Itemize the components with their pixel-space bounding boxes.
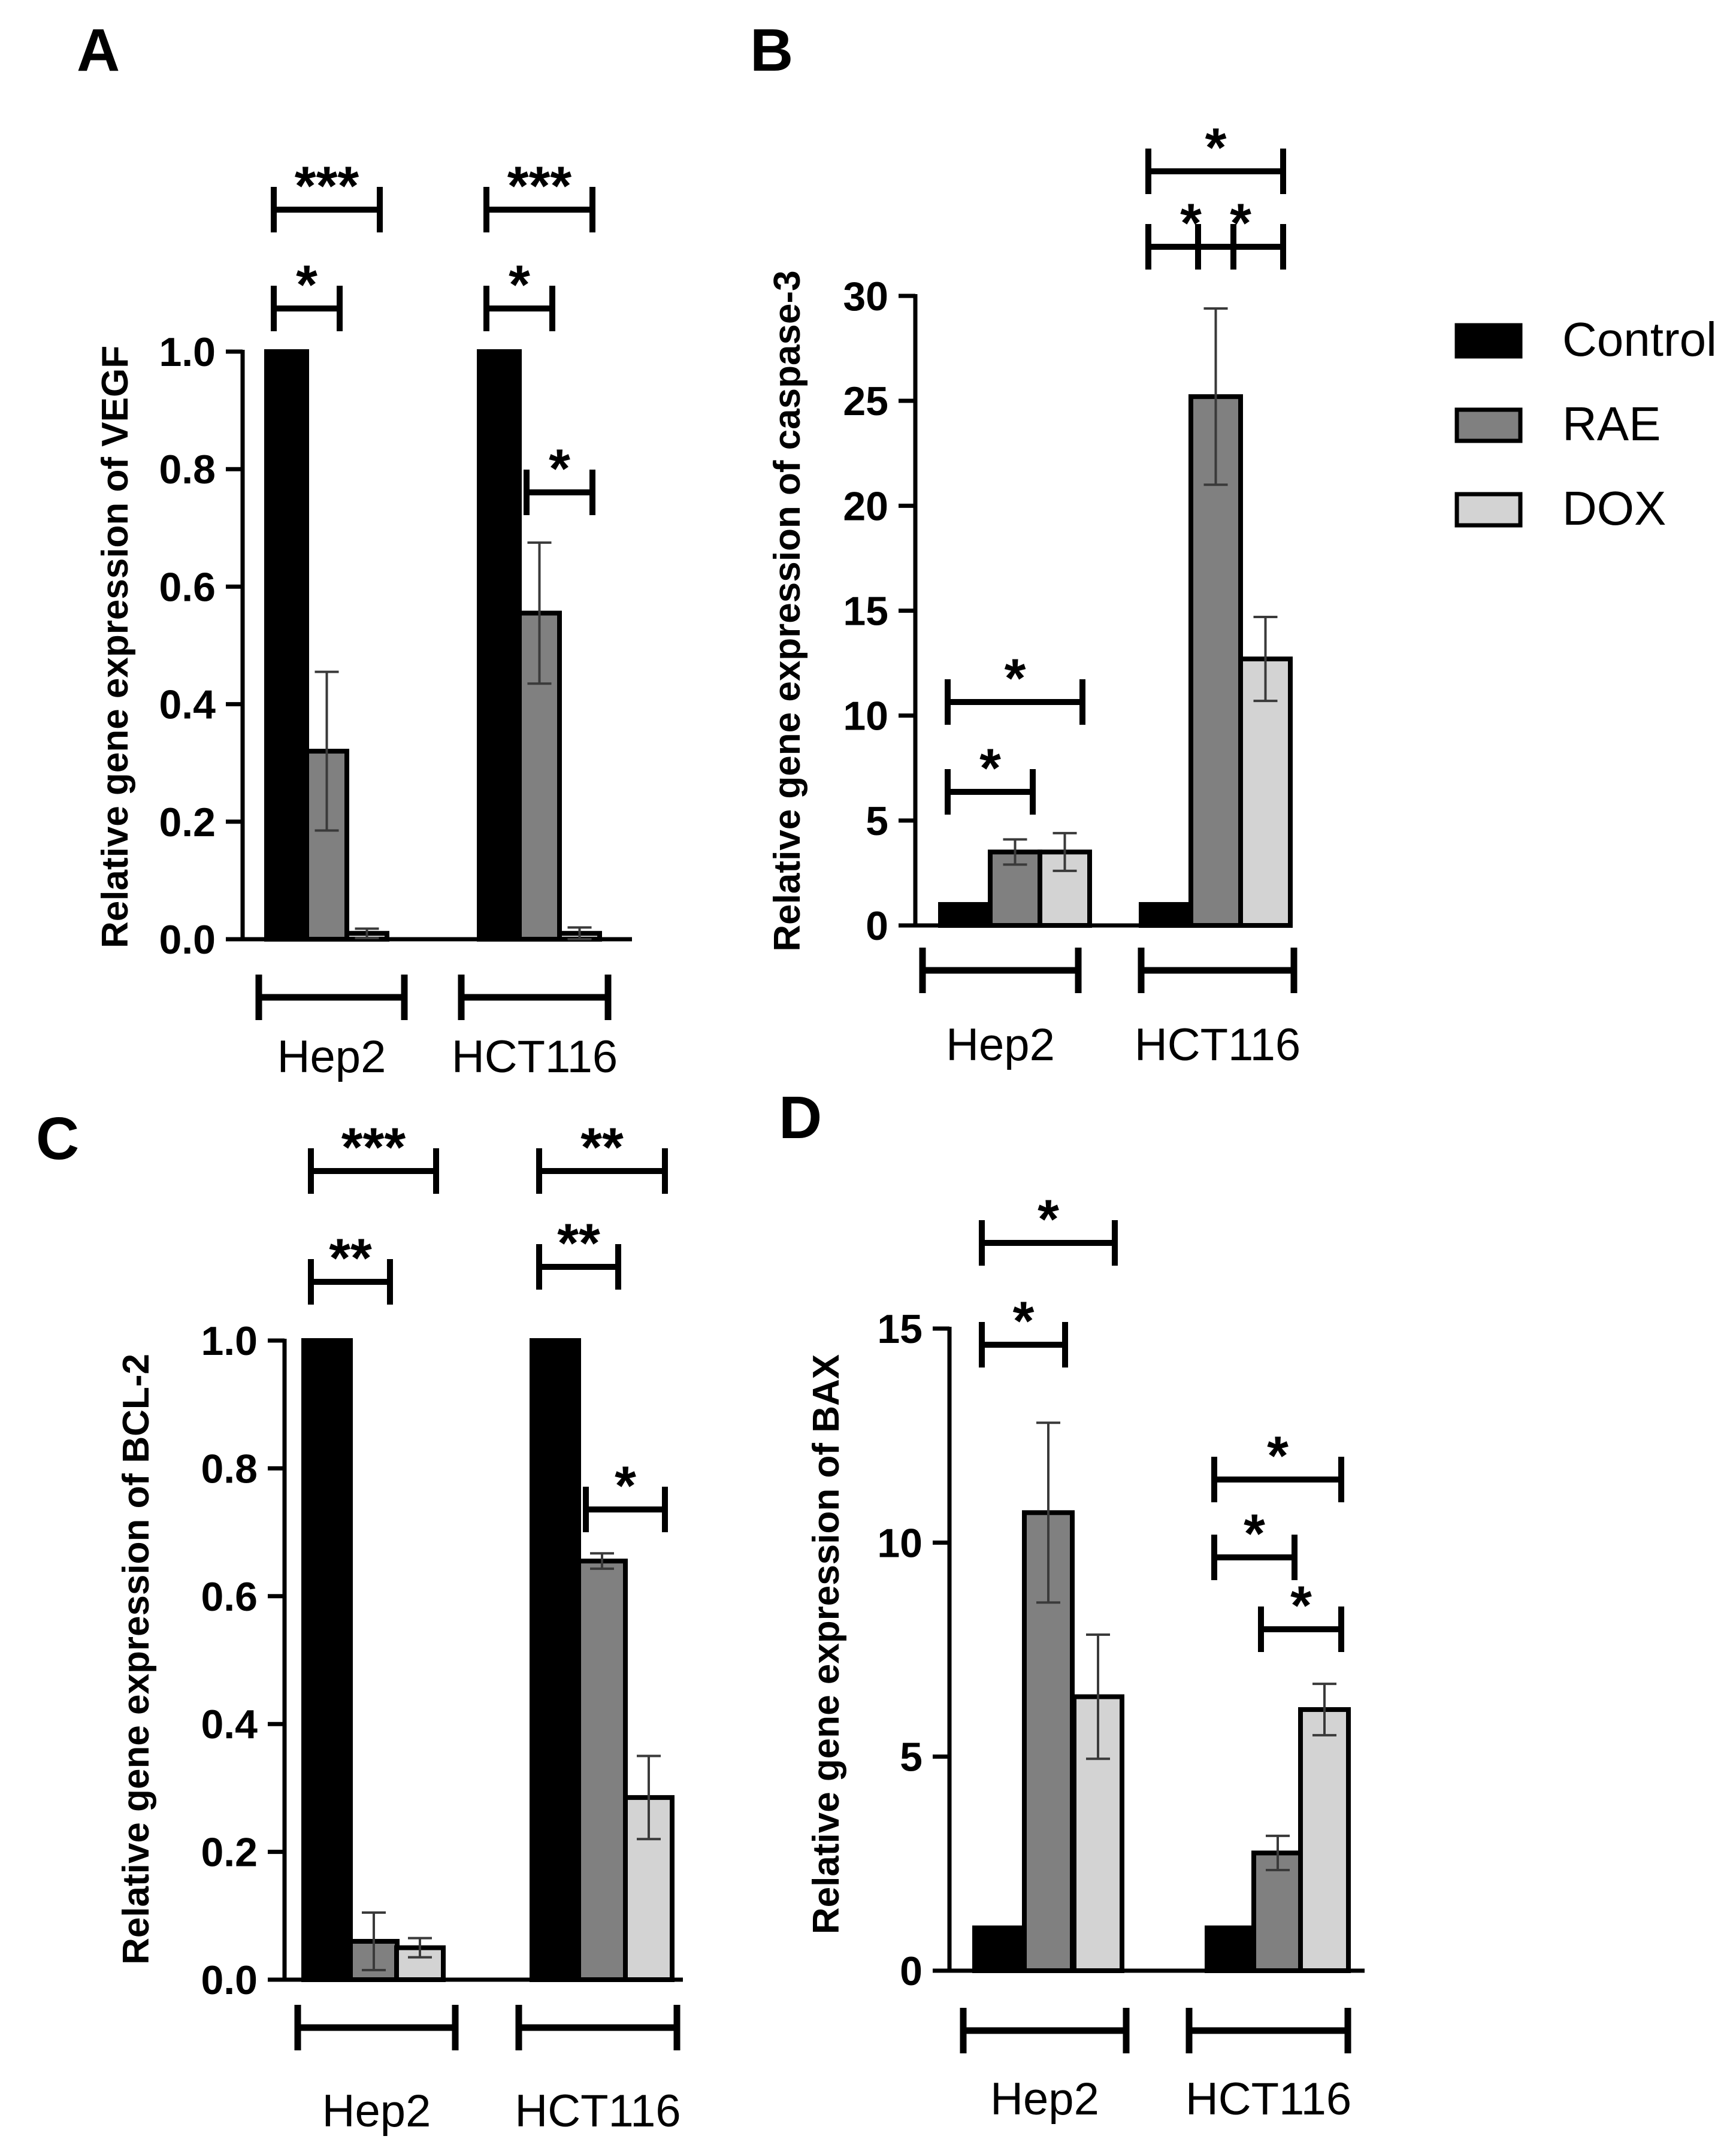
panel-a-sig-label: * xyxy=(549,438,570,500)
panel-b-bar-dox-hct116 xyxy=(1238,656,1293,928)
panel-b-y-tick-label: 10 xyxy=(843,694,888,739)
legend-label-dox: DOX xyxy=(1562,482,1666,535)
panel-b-sig-label: * xyxy=(1230,193,1251,254)
panel-d-y-tick-label: 15 xyxy=(877,1306,923,1352)
panel-c-y-tick-label: 0.4 xyxy=(201,1702,258,1747)
legend-swatch-rae xyxy=(1454,407,1523,443)
panel-a-y-tick-label: 0.8 xyxy=(159,447,216,492)
panel-b-y-tick-label: 0 xyxy=(866,903,888,949)
panel-d-sig-label: * xyxy=(1244,1503,1265,1565)
panel-b-y-tick-label: 30 xyxy=(843,274,888,319)
legend-swatch-control xyxy=(1454,323,1523,359)
panel-b-bar-rae-hct116 xyxy=(1188,394,1243,928)
panel-c: C 0.0 0.2 0.4 0.6 0.8 1.0 Relative gene express… xyxy=(36,1105,683,2137)
panel-a-sig-label: *** xyxy=(507,156,572,217)
panel-a-category-label: Hep2 xyxy=(277,1031,386,1082)
panel-c-category-label: HCT116 xyxy=(515,2086,681,2137)
panel-d-category-label: Hep2 xyxy=(990,2074,1099,2125)
panel-b-sig-label: * xyxy=(1205,117,1227,179)
panel-d-bar-control-hep2 xyxy=(972,1925,1025,1974)
legend-label-rae: RAE xyxy=(1562,397,1661,450)
panel-c-y-tick-label: 1.0 xyxy=(201,1318,258,1364)
panel-a-sig-label: * xyxy=(509,255,530,316)
panel-c-sig-label: ** xyxy=(580,1117,624,1178)
panel-d-bar-dox-hct116 xyxy=(1298,1707,1351,1973)
panel-c-sig-label: *** xyxy=(341,1117,406,1178)
panel-b-sig-label: * xyxy=(1005,648,1026,709)
panel-d-sig-label: * xyxy=(1290,1575,1312,1636)
panel-c-letter: C xyxy=(36,1105,79,1172)
panel-c-y-tick-label: 0.2 xyxy=(201,1830,258,1875)
panel-d-sig-label: * xyxy=(1267,1426,1289,1487)
panel-a-bar-control-hep2 xyxy=(264,349,309,942)
panel-b-y-tick-label: 20 xyxy=(843,483,888,529)
panel-a-bar-control-hct116 xyxy=(477,349,522,942)
panel-b: B 0 5 10 15 20 25 30 Relative gene expression of… xyxy=(750,17,1301,1070)
panel-b-sig-label: * xyxy=(979,738,1001,799)
panel-b-letter: B xyxy=(750,17,793,84)
panel-d-y-tick-label: 5 xyxy=(900,1735,923,1780)
panel-a-y-tick-label: 0.4 xyxy=(159,682,216,728)
panel-a-y-tick-label: 1.0 xyxy=(159,329,216,375)
panel-c-y-tick-label: 0.0 xyxy=(201,1958,258,2003)
panel-b-y-tick-label: 5 xyxy=(866,798,888,844)
panel-c-bar-rae-hct116 xyxy=(576,1559,628,1982)
panel-c-sig-label: * xyxy=(615,1456,636,1517)
panel-a: A 0.0 0.2 0.4 0.6 0.8 1.0 Relative gene express… xyxy=(77,17,632,1082)
panel-a-letter: A xyxy=(77,17,120,84)
panel-d-y-label: Relative gene expression of BAX xyxy=(806,1354,847,1934)
panel-b-y-tick-label: 15 xyxy=(843,589,888,634)
panel-c-y-tick-label: 0.8 xyxy=(201,1446,258,1491)
panel-c-y-label: Relative gene expression of BCL-2 xyxy=(116,1354,157,1965)
panel-c-y-tick-label: 0.6 xyxy=(201,1574,258,1620)
legend-swatch-dox xyxy=(1454,492,1523,528)
panel-a-y-tick-label: 0.2 xyxy=(159,800,216,845)
panel-d-bar-control-hct116 xyxy=(1205,1925,1257,1974)
panel-a-sig-label: *** xyxy=(295,156,359,217)
panel-d-letter: D xyxy=(779,1084,822,1151)
panel-b-category-label: Hep2 xyxy=(946,1019,1055,1070)
panel-a-category-label: HCT116 xyxy=(452,1031,618,1082)
panel-d-category-label: HCT116 xyxy=(1185,2074,1351,2125)
panel-d-sig-label: * xyxy=(1038,1189,1059,1250)
panel-b-y-tick-label: 25 xyxy=(843,379,888,424)
panel-b-category-label: HCT116 xyxy=(1135,1019,1301,1070)
panel-a-y-label: Relative gene expression of VEGF xyxy=(95,346,136,948)
panel-b-y-label: Relative gene expression of caspase-3 xyxy=(767,270,808,951)
panel-c-bar-control-hep2 xyxy=(301,1338,353,1982)
panel-c-bar-control-hct116 xyxy=(530,1338,581,1982)
legend: Control RAE DOX xyxy=(1454,313,1717,535)
panel-b-bar-control-hct116 xyxy=(1139,901,1193,928)
panel-a-y-tick-label: 0.0 xyxy=(159,917,216,963)
panel-d-y-tick-label: 10 xyxy=(877,1520,923,1566)
legend-label-control: Control xyxy=(1562,313,1717,366)
panel-b-bar-control-hep2 xyxy=(938,901,993,928)
panel-d-sig-label: * xyxy=(1013,1291,1035,1352)
panel-c-sig-label: ** xyxy=(329,1228,372,1289)
panel-c-category-label: Hep2 xyxy=(322,2086,431,2137)
panel-a-sig-label: * xyxy=(296,255,317,316)
panel-c-sig-label: ** xyxy=(557,1213,600,1274)
panel-a-y-tick-label: 0.6 xyxy=(159,564,216,610)
panel-d-y-tick-label: 0 xyxy=(900,1949,923,1994)
